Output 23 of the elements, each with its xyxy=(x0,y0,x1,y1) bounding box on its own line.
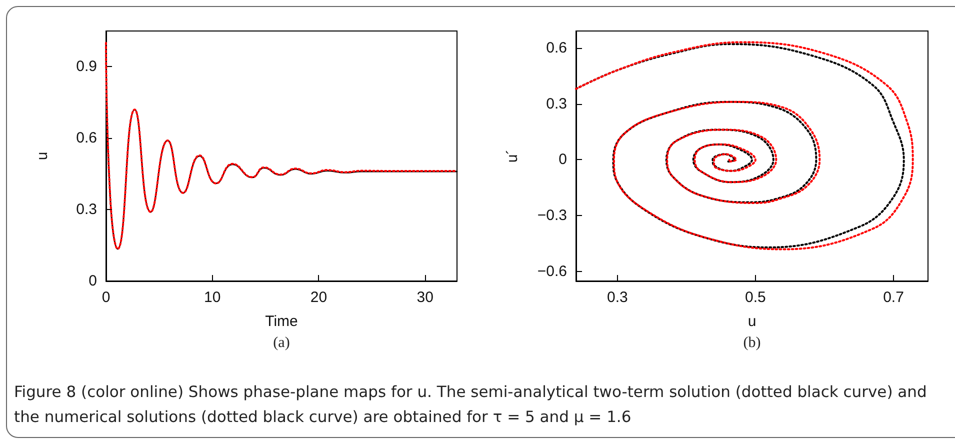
y-tick-label: 0.3 xyxy=(546,95,567,112)
caption: Figure 8 (color online) Shows phase-plane maps for u. The semi-analytical two-term solution (dotted black curve) and the numerical solutions (dotted black curve) are obtained for τ = 5 and μ = 1.6 xyxy=(14,382,928,428)
y-tick-label: 0.6 xyxy=(546,39,567,56)
x-axis-title: Time xyxy=(265,313,298,330)
text: (a) xyxy=(273,335,290,352)
y-tick-label: −0.6 xyxy=(537,263,567,280)
y-tick-label: 0.6 xyxy=(76,130,97,147)
y-tick-label: 0 xyxy=(88,272,97,290)
x-tick-label: 20 xyxy=(310,289,328,306)
x-tick-label: 10 xyxy=(204,289,221,306)
x-tick-label: 0.7 xyxy=(883,289,904,306)
y-tick-label: 0.3 xyxy=(76,201,97,218)
x-tick-label: 0 xyxy=(102,289,110,306)
y-tick-label: −0.3 xyxy=(537,207,567,224)
x-tick-label: 0.5 xyxy=(745,289,766,306)
y-axis-title: u xyxy=(34,152,51,160)
y-tick-label: 0 xyxy=(558,151,567,168)
x-axis-title: u xyxy=(748,313,756,330)
x-tick-label: 30 xyxy=(416,289,434,306)
y-tick-label: 0.9 xyxy=(76,58,97,76)
x-tick-label: 0.3 xyxy=(606,289,628,306)
text: (b) xyxy=(743,335,761,352)
y-axis-title: u´ xyxy=(504,149,521,163)
